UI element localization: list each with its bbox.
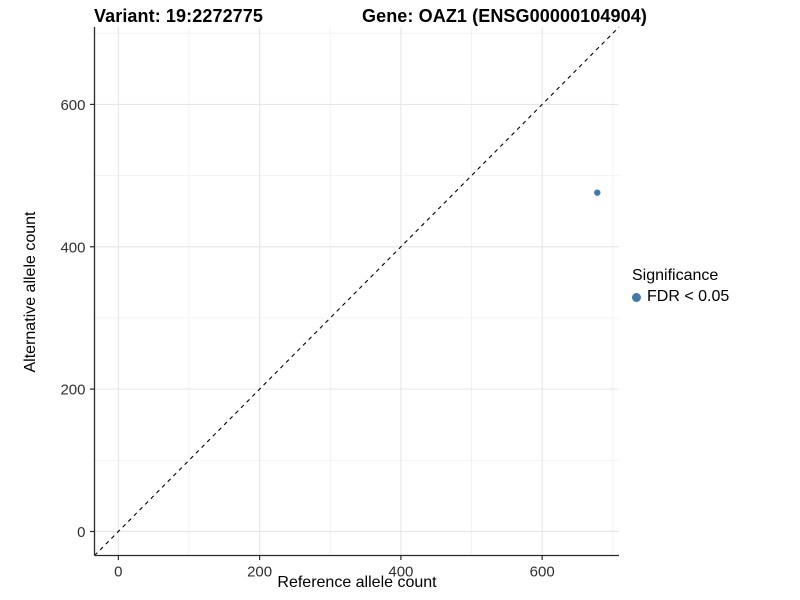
y-tick-label: 400 xyxy=(60,239,85,256)
x-tick-label: 200 xyxy=(247,564,272,581)
legend-point-icon xyxy=(632,292,641,302)
y-tick-label: 600 xyxy=(60,97,85,114)
x-axis-title: Reference allele count xyxy=(277,574,437,591)
y-tick-label: 0 xyxy=(77,524,85,541)
legend-title: Significance xyxy=(632,267,719,284)
legend-entry: FDR < 0.05 xyxy=(632,288,729,306)
legend: Significance FDR < 0.05 xyxy=(632,267,729,306)
data-point xyxy=(594,189,601,196)
legend-entry-label: FDR < 0.05 xyxy=(647,288,730,305)
identity-line xyxy=(94,26,620,556)
x-tick-label: 400 xyxy=(388,564,413,581)
y-axis-title: Alternative allele count xyxy=(22,211,39,373)
y-tick-label: 200 xyxy=(60,382,85,399)
x-tick-label: 0 xyxy=(114,564,122,581)
variant-title: Variant: 19:2272775 xyxy=(94,6,264,26)
gene-title: Gene: OAZ1 (ENSG00000104904) xyxy=(362,6,647,26)
x-tick-label: 600 xyxy=(530,564,555,581)
